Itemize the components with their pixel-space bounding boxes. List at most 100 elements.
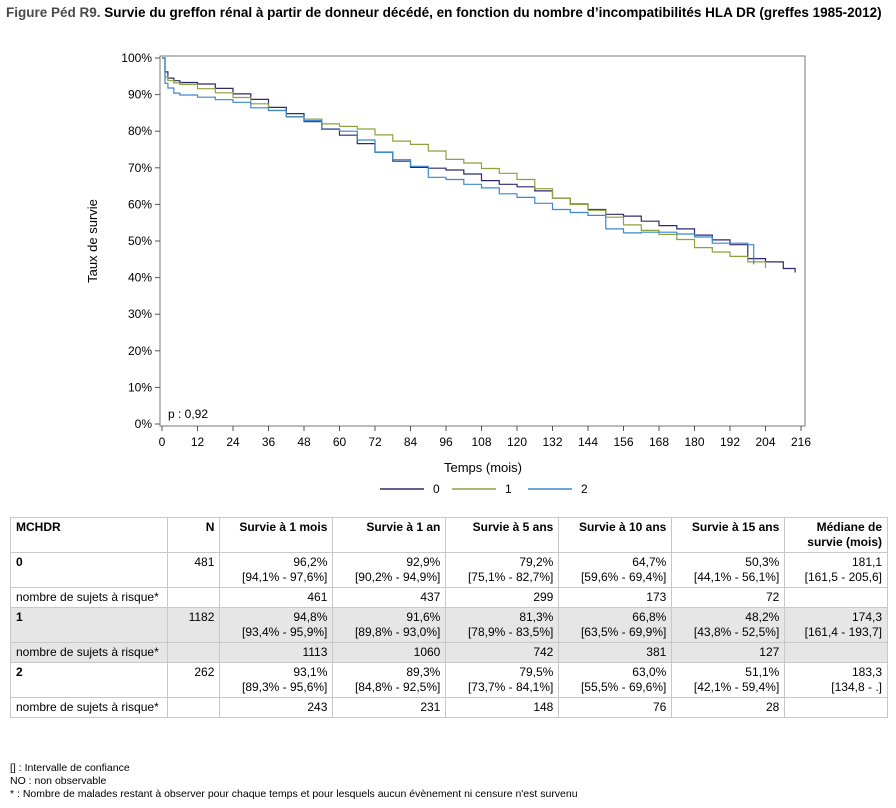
confidence-interval: [63,5% - 69,9%] <box>580 625 667 639</box>
survival-value: 92,9% <box>406 555 441 569</box>
empty-cell <box>166 697 221 718</box>
confidence-interval: [75,1% - 82,7%] <box>467 570 554 584</box>
at-risk-value: 127 <box>671 642 786 663</box>
series-line-0 <box>162 57 796 273</box>
table-row-at-risk: nombre de sujets à risque* 243 231 148 76 28 <box>10 697 888 718</box>
at-risk-value: 72 <box>671 587 786 608</box>
survival-value: 48,2% <box>745 610 780 624</box>
series-line-2 <box>162 57 755 265</box>
legend-label-2: 2 <box>581 482 588 496</box>
confidence-interval: [78,9% - 83,5%] <box>467 625 554 639</box>
p-value-annotation: p : 0,92 <box>168 407 208 421</box>
survival-value: 79,5% <box>519 665 554 679</box>
x-tick-label: 84 <box>404 435 418 449</box>
confidence-interval: [161,4 - 193,7] <box>804 625 882 639</box>
at-risk-value: 231 <box>332 697 447 718</box>
col-header: Survie à 1 an <box>332 517 447 553</box>
legend-label-0: 0 <box>433 482 440 496</box>
survival-value: 183,3 <box>851 665 882 679</box>
x-tick-label: 132 <box>542 435 562 449</box>
col-header: Survie à 15 ans <box>671 517 786 553</box>
group-name: 1 <box>10 607 168 643</box>
at-risk-value: 742 <box>445 642 560 663</box>
y-tick-label: 80% <box>128 124 152 138</box>
survival-cell: 66,8% [63,5% - 69,9%] <box>558 607 673 643</box>
confidence-interval: [84,8% - 92,5%] <box>354 680 441 694</box>
confidence-interval: [89,8% - 93,0%] <box>354 625 441 639</box>
at-risk-value <box>784 697 888 718</box>
confidence-interval: [44,1% - 56,1%] <box>693 570 780 584</box>
y-tick-label: 70% <box>128 161 152 175</box>
y-tick-label: 20% <box>128 344 152 358</box>
y-tick-label: 100% <box>121 51 152 65</box>
empty-cell <box>166 642 221 663</box>
survival-value: 181,1 <box>851 555 882 569</box>
figure-title: Figure Péd R9. Survie du greffon rénal à… <box>6 4 886 22</box>
confidence-interval: [90,2% - 94,9%] <box>354 570 441 584</box>
table-row-at-risk: nombre de sujets à risque* 461 437 299 173 72 <box>10 587 888 608</box>
survival-cell: 63,0% [55,5% - 69,6%] <box>558 662 673 698</box>
empty-cell <box>166 587 221 608</box>
at-risk-value: 243 <box>219 697 334 718</box>
confidence-interval: [43,8% - 52,5%] <box>693 625 780 639</box>
x-tick-label: 168 <box>649 435 669 449</box>
y-tick-label: 10% <box>128 380 152 394</box>
survival-cell: 91,6% [89,8% - 93,0%] <box>332 607 447 643</box>
survival-cell: 48,2% [43,8% - 52,5%] <box>671 607 786 643</box>
col-header: MCHDR <box>10 517 168 553</box>
x-tick-label: 156 <box>613 435 633 449</box>
footnotes: [] : Intervalle de confiance NO : non ob… <box>10 762 578 801</box>
col-header: Survie à 5 ans <box>445 517 560 553</box>
x-tick-label: 120 <box>507 435 527 449</box>
survival-value: 51,1% <box>745 665 780 679</box>
col-header: Survie à 10 ans <box>558 517 673 553</box>
x-tick-label: 216 <box>791 435 811 449</box>
x-tick-label: 60 <box>333 435 347 449</box>
y-tick-label: 40% <box>128 271 152 285</box>
survival-value: 174,3 <box>851 610 882 624</box>
at-risk-value: 1113 <box>219 642 334 663</box>
at-risk-label: nombre de sujets à risque* <box>10 587 168 608</box>
confidence-interval: [89,3% - 95,6%] <box>241 680 328 694</box>
group-name: 2 <box>10 662 168 698</box>
y-tick-label: 30% <box>128 307 152 321</box>
survival-cell: 183,3 [134,8 - .] <box>784 662 888 698</box>
at-risk-value: 76 <box>558 697 673 718</box>
confidence-interval: [55,5% - 69,6%] <box>580 680 667 694</box>
survival-chart: 0%10%20%30%40%50%60%70%80%90%100% 0 12 24 3… <box>85 51 811 496</box>
survival-value: 89,3% <box>406 665 441 679</box>
x-tick-label: 108 <box>471 435 491 449</box>
at-risk-value <box>784 587 888 608</box>
survival-cell: 51,1% [42,1% - 59,4%] <box>671 662 786 698</box>
x-tick-label: 24 <box>226 435 240 449</box>
x-tick-label: 180 <box>684 435 704 449</box>
table-header-row: MCHDR N Survie à 1 mois Survie à 1 an Su… <box>10 517 888 553</box>
table-row: 0 481 96,2% [94,1% - 97,6%] 92,9% [90,2% - 94… <box>10 552 888 588</box>
at-risk-value: 381 <box>558 642 673 663</box>
x-tick-label: 36 <box>262 435 276 449</box>
survival-value: 66,8% <box>632 610 667 624</box>
x-tick-label: 204 <box>755 435 775 449</box>
col-header: Survie à 1 mois <box>219 517 334 553</box>
y-axis: 0% 10% 20% 30% 40% 50% 60% 70% 80% 90% 100% <box>121 51 160 431</box>
survival-value: 91,6% <box>406 610 441 624</box>
confidence-interval: [134,8 - .] <box>831 680 882 694</box>
figure-label: Figure Péd R9. <box>6 5 101 20</box>
plot-area <box>159 55 806 427</box>
table-row-at-risk: nombre de sujets à risque* 1113 1060 742 381… <box>10 642 888 663</box>
survival-value: 79,2% <box>519 555 554 569</box>
survival-cell: 50,3% [44,1% - 56,1%] <box>671 552 786 588</box>
survival-value: 94,8% <box>293 610 328 624</box>
at-risk-label: nombre de sujets à risque* <box>10 642 168 663</box>
table-row: 1 1182 94,8% [93,4% - 95,9%] 91,6% [89,8% - 9… <box>10 607 888 643</box>
survival-cell: 79,2% [75,1% - 82,7%] <box>445 552 560 588</box>
col-header: Médiane de survie (mois) <box>784 517 888 553</box>
footnote: [] : Intervalle de confiance <box>10 762 130 774</box>
col-header: N <box>166 517 221 553</box>
x-tick-label: 12 <box>191 435 205 449</box>
survival-value: 81,3% <box>519 610 554 624</box>
figure-title-text: Survie du greffon rénal à partir de donn… <box>104 5 882 20</box>
table-row: 2 262 93,1% [89,3% - 95,6%] 89,3% [84,8% - 92… <box>10 662 888 698</box>
confidence-interval: [42,1% - 59,4%] <box>693 680 780 694</box>
y-tick-label: 60% <box>128 197 152 211</box>
